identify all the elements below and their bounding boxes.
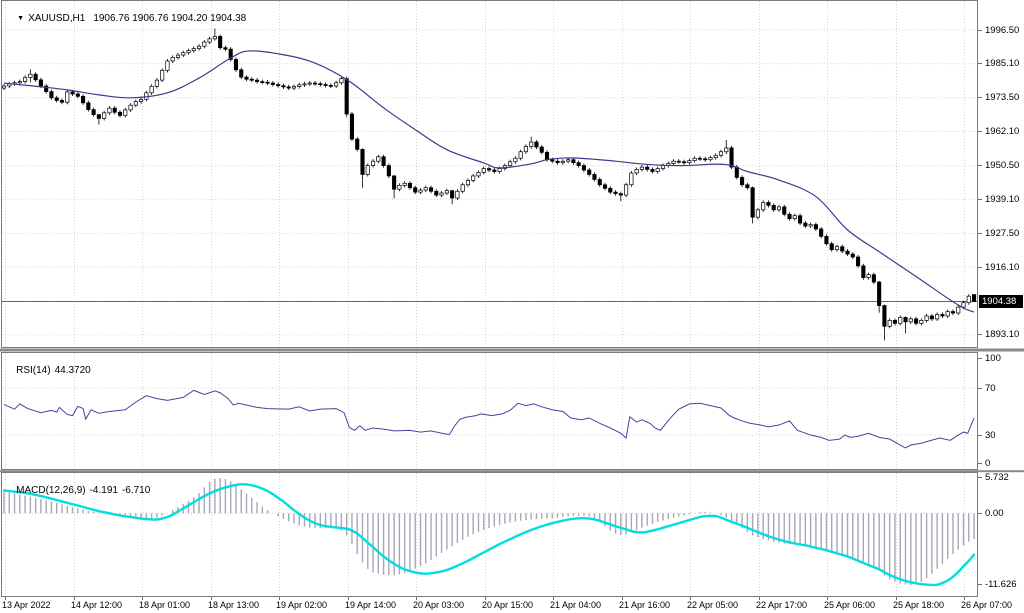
rsi-axis-label: 100: [985, 352, 1001, 364]
current-price-value: 1904.38: [982, 296, 1017, 308]
chart-header: ▼ XAUUSD,H1 1906.76 1906.76 1904.20 1904.3…: [6, 2, 246, 35]
price-axis-label: 1996.50: [985, 24, 1020, 36]
time-axis-label: 22 Apr 17:00: [756, 600, 808, 610]
time-axis-tick: [622, 597, 623, 600]
price-axis[interactable]: 1996.50 1985.10 1973.50 1962.10 1950.50 1939.…: [978, 0, 1024, 597]
time-axis-tick: [211, 597, 212, 600]
rsi-axis-label: 30: [985, 429, 996, 441]
price-axis-label: 1962.10: [985, 125, 1020, 137]
time-axis-tick: [896, 597, 897, 600]
axis-tick: [978, 97, 982, 99]
rsi-label: RSI(14): [16, 365, 51, 376]
time-axis-label: 25 Apr 18:00: [893, 600, 945, 610]
time-axis-label: 20 Apr 15:00: [482, 600, 534, 610]
time-axis-tick: [348, 597, 349, 600]
macd-header: MACD(12,26,9) -4.191 -6.710: [5, 474, 150, 507]
time-axis-tick: [74, 597, 75, 600]
axis-tick: [978, 29, 982, 31]
time-axis-label: 19 Apr 14:00: [345, 600, 397, 610]
price-axis-label: 1927.50: [985, 227, 1020, 239]
price-axis-label: 1985.10: [985, 58, 1020, 70]
macd-axis-label: 0.00: [985, 507, 1004, 519]
time-axis[interactable]: 13 Apr 2022 14 Apr 12:00 18 Apr 01:00 18 Ap…: [0, 597, 1024, 613]
axis-tick: [978, 232, 982, 234]
time-axis-label: 18 Apr 13:00: [208, 600, 260, 610]
axis-tick: [978, 512, 982, 514]
axis-tick: [978, 130, 982, 132]
macd-signal-value: -6.710: [121, 485, 151, 496]
time-axis-label: 22 Apr 05:00: [687, 600, 739, 610]
price-axis-label: 1939.10: [985, 193, 1020, 205]
rsi-axis-label: 70: [985, 382, 996, 394]
axis-tick: [978, 434, 982, 436]
time-axis-label: 18 Apr 01:00: [139, 600, 191, 610]
time-axis-tick: [5, 597, 6, 600]
time-axis-tick: [553, 597, 554, 600]
rsi-value: 44.3720: [54, 365, 91, 376]
time-axis-label: 26 Apr 07:00: [961, 600, 1013, 610]
time-axis-tick: [279, 597, 280, 600]
ohlc-readout: 1906.76 1906.76 1904.20 1904.38: [93, 13, 247, 24]
axis-tick: [978, 462, 982, 464]
time-axis-tick: [142, 597, 143, 600]
time-axis-tick: [485, 597, 486, 600]
time-axis-label: 21 Apr 04:00: [550, 600, 602, 610]
time-axis-tick: [416, 597, 417, 600]
axis-tick: [978, 63, 982, 65]
time-axis-label: 14 Apr 12:00: [71, 600, 123, 610]
time-axis-label: 21 Apr 16:00: [619, 600, 671, 610]
axis-tick: [978, 334, 982, 336]
symbol-period-label: XAUUSD,H1: [28, 13, 86, 24]
time-axis-label: 25 Apr 06:00: [824, 600, 876, 610]
axis-tick: [978, 477, 982, 479]
macd-label: MACD(12,26,9): [16, 485, 86, 496]
rsi-header: RSI(14) 44.3720: [5, 354, 91, 387]
time-axis-tick: [759, 597, 760, 600]
time-axis-tick: [690, 597, 691, 600]
macd-axis-label: -11.626: [985, 579, 1017, 591]
price-axis-label: 1973.50: [985, 92, 1020, 104]
axis-tick: [978, 387, 982, 389]
time-axis-label: 20 Apr 03:00: [413, 600, 465, 610]
symbol-dropdown-icon[interactable]: ▼: [17, 15, 25, 22]
axis-tick: [978, 584, 982, 586]
rsi-axis-label: 0: [985, 457, 991, 469]
time-axis-label: 19 Apr 02:00: [276, 600, 328, 610]
price-axis-label: 1893.10: [985, 329, 1020, 341]
macd-axis-label: 5.732: [985, 472, 1009, 484]
macd-main-value: -4.191: [89, 485, 118, 496]
price-axis-label: 1916.10: [985, 261, 1020, 273]
price-axis-label: 1950.50: [985, 160, 1020, 172]
axis-tick: [978, 198, 982, 200]
axis-tick: [978, 165, 982, 167]
current-price-tag: 1904.38: [979, 295, 1023, 309]
axis-tick: [978, 266, 982, 268]
time-axis-label: 13 Apr 2022: [2, 600, 51, 610]
time-axis-tick: [964, 597, 965, 600]
axis-tick: [978, 357, 982, 359]
time-axis-tick: [827, 597, 828, 600]
